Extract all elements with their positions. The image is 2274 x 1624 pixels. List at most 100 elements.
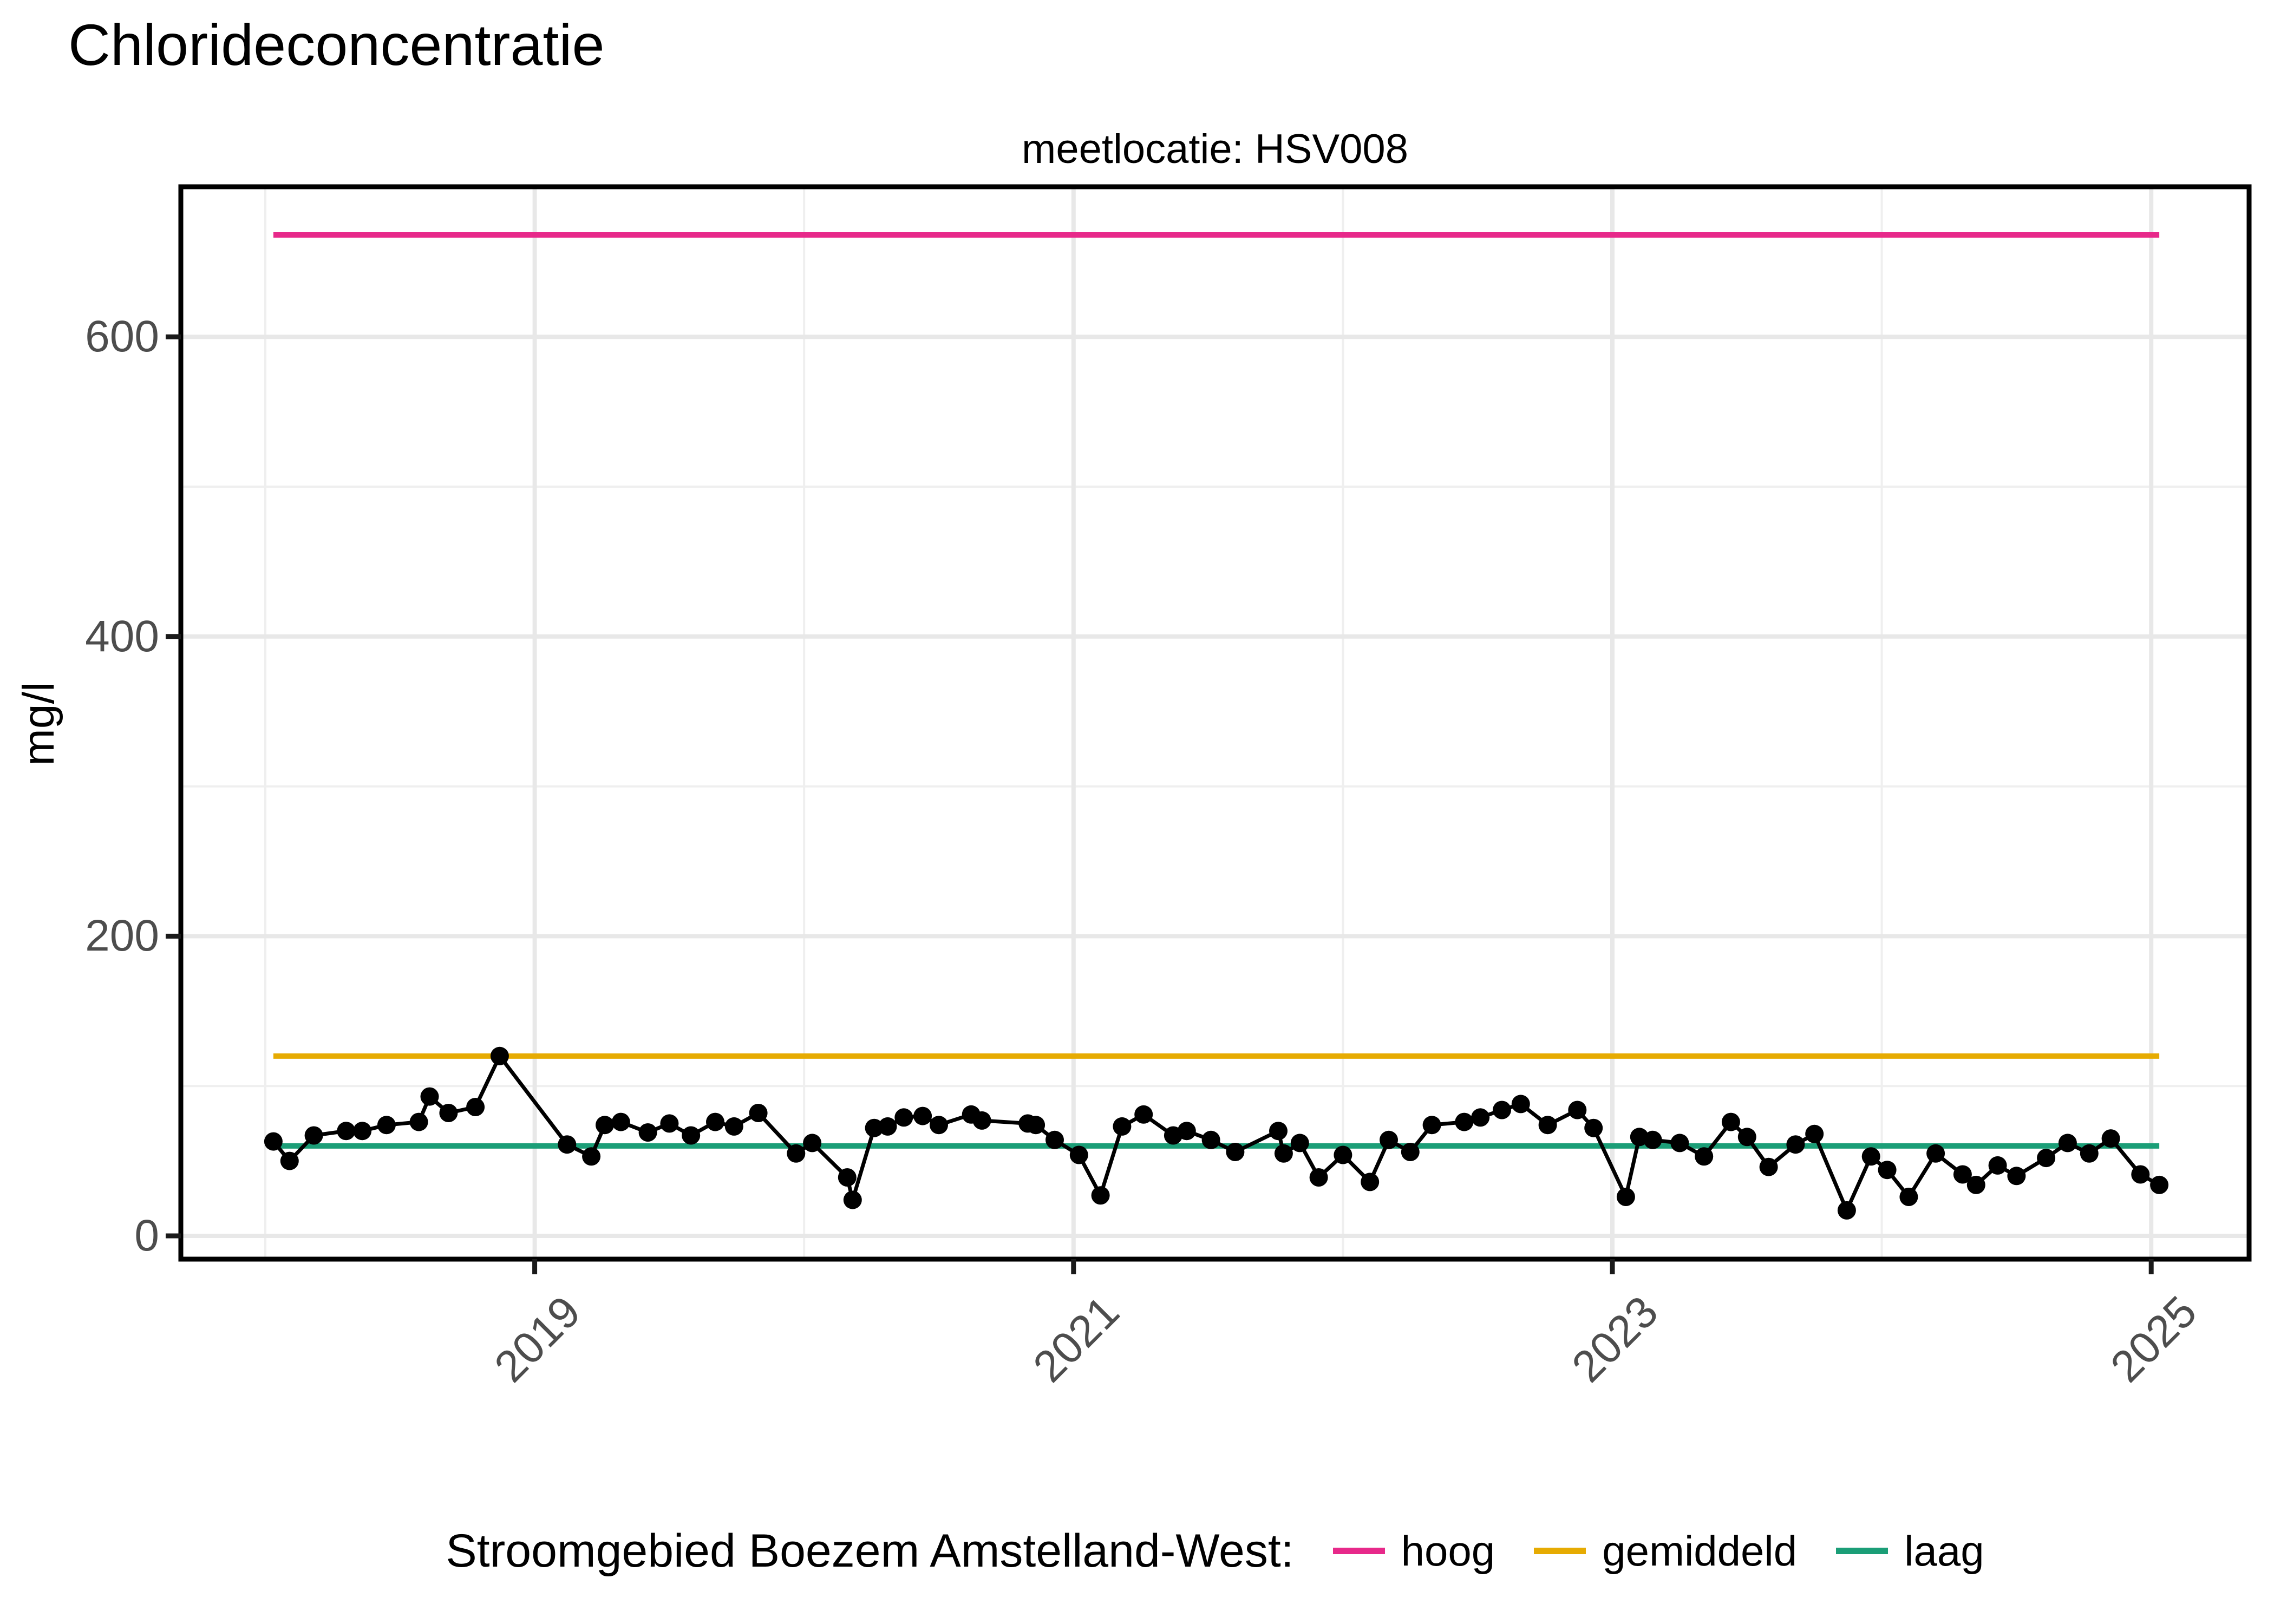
data-point xyxy=(1177,1122,1196,1141)
data-point xyxy=(1422,1116,1441,1135)
data-point xyxy=(682,1126,701,1145)
data-point xyxy=(377,1116,396,1135)
data-point xyxy=(2007,1167,2026,1186)
data-point xyxy=(894,1108,913,1127)
legend-item-hoog: hoog xyxy=(1332,1527,1495,1576)
data-point xyxy=(1134,1105,1153,1124)
data-point xyxy=(706,1112,724,1131)
data-point xyxy=(1027,1116,1045,1135)
data-point xyxy=(611,1112,630,1131)
data-point xyxy=(1786,1135,1805,1154)
data-point xyxy=(1670,1134,1689,1152)
data-point xyxy=(1511,1095,1530,1114)
data-point xyxy=(1861,1147,1880,1166)
legend-key-laag-line xyxy=(1836,1548,1889,1554)
data-point xyxy=(596,1116,614,1135)
data-point xyxy=(972,1111,991,1130)
data-point xyxy=(838,1168,857,1187)
data-point xyxy=(913,1106,932,1125)
data-point xyxy=(1380,1130,1398,1149)
y-tick-label-400: 400 xyxy=(85,611,159,661)
data-point xyxy=(1201,1130,1220,1149)
data-point xyxy=(2037,1149,2056,1168)
data-point xyxy=(1290,1134,1309,1152)
data-point xyxy=(749,1104,768,1122)
data-point xyxy=(724,1117,743,1136)
data-point xyxy=(490,1046,509,1065)
data-point xyxy=(1584,1118,1603,1137)
legend-key-hoog-line xyxy=(1332,1548,1385,1554)
data-point xyxy=(1069,1145,1088,1164)
data-point xyxy=(1045,1130,1064,1149)
data-point xyxy=(1899,1188,1918,1206)
legend-key-gemiddeld-line xyxy=(1534,1548,1586,1554)
data-point xyxy=(1269,1122,1288,1141)
data-point xyxy=(1805,1124,1824,1143)
data-point xyxy=(2058,1134,2077,1152)
data-point xyxy=(1334,1145,1352,1164)
data-point xyxy=(1737,1128,1756,1147)
data-point xyxy=(930,1116,948,1135)
data-point xyxy=(1878,1161,1897,1180)
plot-panel xyxy=(181,187,2249,1259)
data-point xyxy=(638,1123,657,1142)
data-point xyxy=(1837,1201,1856,1220)
data-point xyxy=(1616,1188,1635,1206)
data-point xyxy=(466,1098,485,1116)
data-point xyxy=(1226,1143,1245,1161)
data-point xyxy=(878,1117,897,1136)
data-point xyxy=(1091,1186,1110,1205)
data-point xyxy=(264,1132,283,1151)
data-point xyxy=(439,1104,458,1122)
data-point xyxy=(1493,1101,1511,1119)
data-point xyxy=(787,1144,806,1163)
data-point xyxy=(865,1118,884,1137)
data-point xyxy=(1643,1130,1662,1149)
data-point xyxy=(1538,1116,1557,1135)
data-point xyxy=(1988,1156,2007,1175)
data-point xyxy=(2080,1144,2099,1163)
data-point xyxy=(1274,1144,1293,1163)
data-point xyxy=(2150,1175,2169,1194)
data-point xyxy=(409,1112,428,1131)
chart-subtitle: meetlocatie: HSV008 xyxy=(1022,126,1408,172)
data-point xyxy=(353,1122,372,1141)
legend-label-laag: laag xyxy=(1904,1527,1984,1575)
panel-border xyxy=(178,184,2252,1262)
data-point xyxy=(558,1135,577,1154)
data-point xyxy=(337,1122,356,1141)
data-point xyxy=(304,1126,323,1145)
y-tick-label-600: 600 xyxy=(85,312,159,362)
y-tick-label-200: 200 xyxy=(85,911,159,961)
data-point xyxy=(1721,1112,1740,1131)
legend-title: Stroomgebied Boezem Amstelland-West: xyxy=(446,1524,1294,1577)
data-point xyxy=(420,1087,439,1106)
data-point xyxy=(1455,1112,1474,1131)
data-point xyxy=(1361,1173,1380,1191)
data-point xyxy=(2101,1129,2120,1148)
y-tick-label-0: 0 xyxy=(134,1211,159,1260)
legend-label-hoog: hoog xyxy=(1401,1527,1495,1575)
legend: Stroomgebied Boezem Amstelland-West: hoo… xyxy=(181,1510,2249,1592)
data-point xyxy=(1309,1168,1328,1187)
data-point xyxy=(2131,1165,2150,1184)
data-point xyxy=(1759,1157,1778,1176)
data-point xyxy=(1568,1101,1587,1119)
data-point xyxy=(1695,1147,1714,1166)
data-point xyxy=(660,1114,679,1133)
data-point xyxy=(803,1134,822,1152)
data-point xyxy=(1953,1165,1972,1184)
data-point xyxy=(280,1151,299,1170)
legend-label-gemiddeld: gemiddeld xyxy=(1602,1527,1798,1575)
chart-title: Chlorideconcentratie xyxy=(68,12,605,77)
data-point xyxy=(1471,1108,1490,1127)
data-point xyxy=(1113,1117,1132,1136)
data-point xyxy=(1401,1143,1420,1161)
data-point xyxy=(582,1147,601,1166)
data-point xyxy=(1966,1175,1985,1194)
data-point xyxy=(843,1190,862,1209)
data-point xyxy=(1926,1144,1945,1163)
legend-item-laag: laag xyxy=(1836,1527,1984,1576)
